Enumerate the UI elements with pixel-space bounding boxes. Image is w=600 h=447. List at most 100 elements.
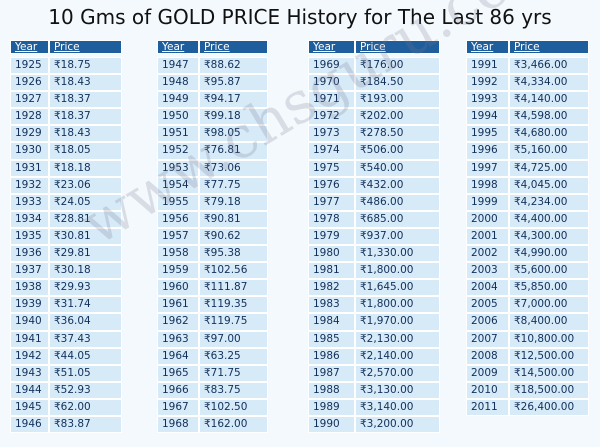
year-cell: 1956	[157, 210, 199, 228]
price-table: Year Price 1991 ₹3,466.00 1992 ₹4,334.00 1993 ₹…	[466, 40, 589, 416]
year-cell: 1937	[10, 262, 49, 280]
table-row: 1993 ₹4,140.00	[466, 91, 589, 109]
table-row: 1985 ₹2,130.00	[308, 330, 440, 348]
table-row: 1974 ₹506.00	[308, 142, 440, 160]
header-cell: Price	[199, 40, 268, 54]
price-cell: ₹29.81	[49, 245, 122, 263]
table-row: 1955 ₹79.18	[157, 193, 268, 211]
price-cell: ₹12,500.00	[509, 347, 589, 365]
price-cell: ₹1,970.00	[355, 313, 440, 331]
price-cell: ₹79.18	[199, 193, 268, 211]
year-cell: 1973	[308, 125, 355, 143]
table-row: 2003 ₹5,600.00	[466, 262, 589, 280]
year-cell: 1950	[157, 108, 199, 126]
year-cell: 2005	[466, 296, 509, 314]
table-row: 1928 ₹18.37	[10, 108, 122, 126]
price-cell: ₹37.43	[49, 330, 122, 348]
table-row: 1978 ₹685.00	[308, 210, 440, 228]
table-row: 1925 ₹18.75	[10, 57, 122, 75]
header-row: Year Price	[10, 40, 122, 55]
year-cell: 1953	[157, 159, 199, 177]
year-cell: 1993	[466, 91, 509, 109]
year-cell: 1944	[10, 381, 49, 399]
table-row: 1979 ₹937.00	[308, 227, 440, 246]
table-row: 1994 ₹4,598.00	[466, 108, 589, 126]
header-row: Year Price	[308, 40, 440, 55]
year-cell: 1947	[157, 57, 199, 75]
header-cell: Year	[10, 40, 49, 54]
price-cell: ₹4,725.00	[509, 159, 589, 177]
price-cell: ₹4,300.00	[509, 227, 589, 246]
table-row: 1951 ₹98.05	[157, 125, 268, 143]
price-cell: ₹23.06	[49, 176, 122, 194]
price-cell: ₹77.75	[199, 176, 268, 194]
price-cell: ₹1,330.00	[355, 245, 440, 263]
price-cell: ₹26,400.00	[509, 398, 589, 416]
year-cell: 1925	[10, 57, 49, 75]
table-row: 2011 ₹26,400.00	[466, 398, 589, 416]
year-cell: 1935	[10, 227, 49, 246]
price-cell: ₹1,800.00	[355, 262, 440, 280]
header-cell: Year	[466, 40, 509, 54]
year-cell: 1992	[466, 74, 509, 92]
year-cell: 1958	[157, 245, 199, 263]
year-cell: 1934	[10, 210, 49, 228]
price-cell: ₹102.50	[199, 398, 268, 416]
year-cell: 1926	[10, 74, 49, 92]
price-cell: ₹97.00	[199, 330, 268, 348]
year-cell: 1961	[157, 296, 199, 314]
year-cell: 1970	[308, 74, 355, 92]
price-cell: ₹18,500.00	[509, 381, 589, 399]
price-cell: ₹90.62	[199, 227, 268, 246]
table-row: 1977 ₹486.00	[308, 193, 440, 211]
price-cell: ₹4,598.00	[509, 108, 589, 126]
table-row: 1971 ₹193.00	[308, 91, 440, 109]
table-row: 1944 ₹52.93	[10, 381, 122, 399]
table-row: 1969 ₹176.00	[308, 57, 440, 75]
year-cell: 1988	[308, 381, 355, 399]
price-cell: ₹119.35	[199, 296, 268, 314]
table-row: 1939 ₹31.74	[10, 296, 122, 314]
table-row: 2007 ₹10,800.00	[466, 330, 589, 348]
table-row: 1950 ₹99.18	[157, 108, 268, 126]
table-row: 1992 ₹4,334.00	[466, 74, 589, 92]
year-cell: 1979	[308, 227, 355, 246]
table-row: 1945 ₹62.00	[10, 398, 122, 416]
year-cell: 1946	[10, 415, 49, 434]
price-cell: ₹5,850.00	[509, 279, 589, 297]
table-row: 1947 ₹88.62	[157, 57, 268, 75]
price-cell: ₹3,140.00	[355, 398, 440, 416]
price-cell: ₹31.74	[49, 296, 122, 314]
price-cell: ₹1,800.00	[355, 296, 440, 314]
price-cell: ₹3,466.00	[509, 57, 589, 75]
price-cell: ₹83.75	[199, 381, 268, 399]
price-cell: ₹18.18	[49, 159, 122, 177]
table-row: 1972 ₹202.00	[308, 108, 440, 126]
price-cell: ₹432.00	[355, 176, 440, 194]
year-cell: 1932	[10, 176, 49, 194]
price-cell: ₹2,140.00	[355, 347, 440, 365]
price-cell: ₹94.17	[199, 91, 268, 109]
price-cell: ₹83.87	[49, 415, 122, 434]
price-cell: ₹18.37	[49, 91, 122, 109]
year-cell: 2010	[466, 381, 509, 399]
year-cell: 1965	[157, 364, 199, 382]
year-cell: 1996	[466, 142, 509, 160]
price-cell: ₹3,200.00	[355, 415, 440, 434]
table-row: 1958 ₹95.38	[157, 245, 268, 263]
table-row: 2008 ₹12,500.00	[466, 347, 589, 365]
price-cell: ₹51.05	[49, 364, 122, 382]
table-row: 1932 ₹23.06	[10, 176, 122, 194]
price-cell: ₹193.00	[355, 91, 440, 109]
table-row: 1957 ₹90.62	[157, 227, 268, 246]
price-cell: ₹98.05	[199, 125, 268, 143]
year-cell: 1936	[10, 245, 49, 263]
year-cell: 1927	[10, 91, 49, 109]
year-cell: 1963	[157, 330, 199, 348]
year-cell: 1939	[10, 296, 49, 314]
year-cell: 1948	[157, 74, 199, 92]
header-cell: Year	[157, 40, 199, 54]
year-cell: 1938	[10, 279, 49, 297]
price-cell: ₹24.05	[49, 193, 122, 211]
header-row: Year Price	[466, 40, 589, 55]
